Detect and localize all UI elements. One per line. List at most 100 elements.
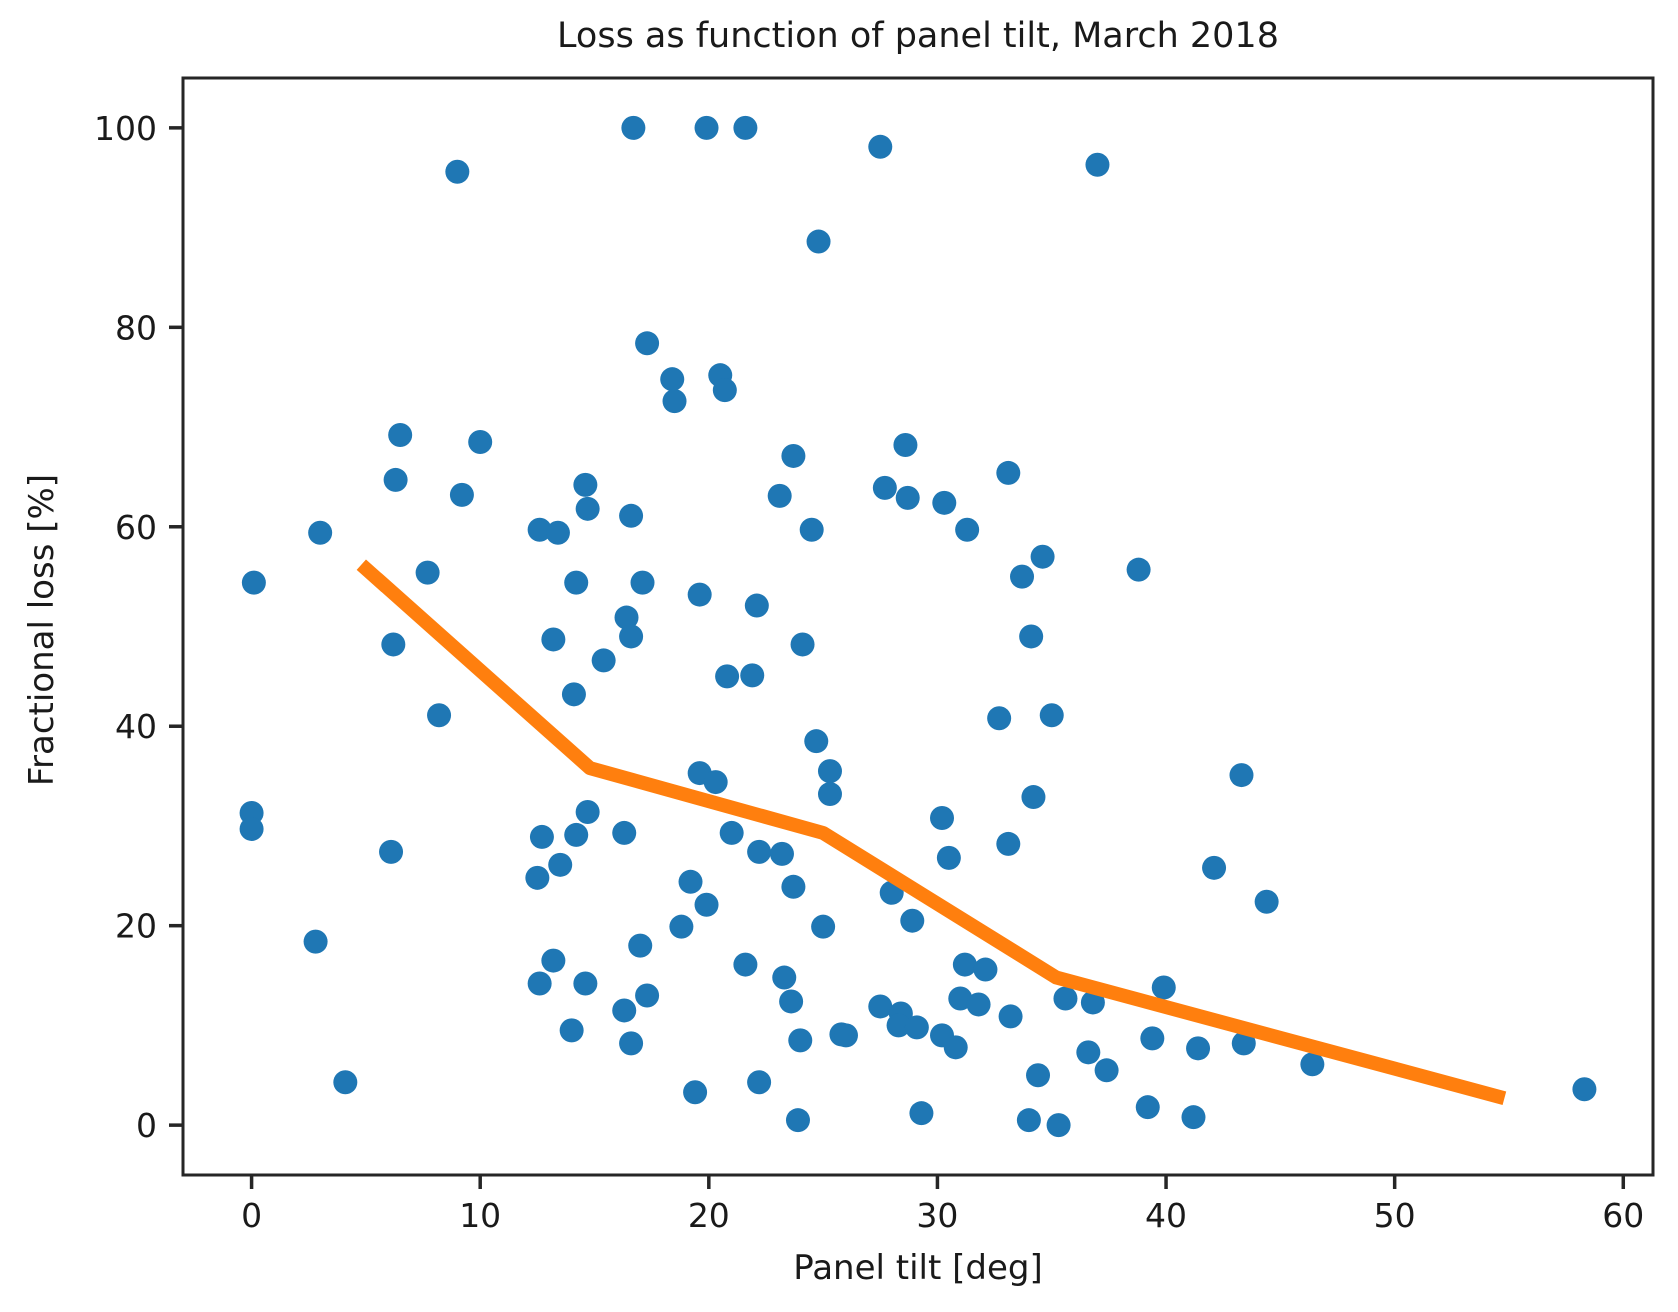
data-point <box>1046 1113 1071 1138</box>
data-point <box>811 914 836 939</box>
data-point <box>630 570 655 595</box>
x-tick-label: 60 <box>1602 1196 1644 1235</box>
y-tick-label: 0 <box>136 1106 157 1145</box>
data-point <box>1016 1108 1041 1133</box>
data-point <box>1181 1105 1206 1130</box>
data-point <box>449 482 474 507</box>
data-point <box>769 841 794 866</box>
data-point <box>1126 557 1151 582</box>
data-point <box>790 632 815 657</box>
data-point <box>948 986 973 1011</box>
y-tick-label: 20 <box>115 907 157 946</box>
data-point <box>241 570 266 595</box>
data-point <box>239 816 264 841</box>
data-point <box>575 496 600 521</box>
data-point <box>703 770 728 795</box>
data-point <box>694 892 719 917</box>
data-point <box>1080 990 1105 1015</box>
data-point <box>733 952 758 977</box>
data-point <box>996 460 1021 485</box>
data-point <box>747 839 772 864</box>
data-point <box>987 706 1012 731</box>
data-point <box>1039 703 1064 728</box>
data-point <box>833 1023 858 1048</box>
data-point <box>952 952 977 977</box>
data-point <box>733 115 758 140</box>
data-point <box>635 983 660 1008</box>
data-point <box>973 957 998 982</box>
data-point <box>548 852 573 877</box>
data-point <box>930 805 955 830</box>
data-point <box>895 485 920 510</box>
data-point <box>678 869 703 894</box>
data-point <box>1229 763 1254 788</box>
data-point <box>872 475 897 500</box>
data-point <box>561 682 586 707</box>
data-point <box>687 582 712 607</box>
data-point <box>683 1080 708 1105</box>
data-point <box>772 965 797 990</box>
data-point <box>1202 855 1227 880</box>
data-point <box>628 933 653 958</box>
data-point <box>1094 1058 1119 1083</box>
data-point <box>936 845 961 870</box>
data-point <box>996 831 1021 856</box>
data-point <box>900 908 925 933</box>
data-point <box>541 627 566 652</box>
data-point <box>1053 986 1078 1011</box>
data-point <box>388 423 413 448</box>
data-point <box>591 648 616 673</box>
data-point <box>893 432 918 457</box>
data-point <box>669 914 694 939</box>
data-point <box>943 1035 968 1060</box>
data-point <box>799 517 824 542</box>
scatter-points <box>239 115 1597 1138</box>
trend-line <box>356 559 1507 1105</box>
data-point <box>1151 975 1176 1000</box>
data-point <box>660 367 685 392</box>
x-tick-label: 30 <box>916 1196 958 1235</box>
data-point <box>694 115 719 140</box>
data-point <box>621 115 646 140</box>
data-point <box>1010 564 1035 589</box>
data-point <box>527 971 552 996</box>
y-tick-label: 80 <box>115 308 157 347</box>
data-point <box>744 593 769 618</box>
data-point <box>781 874 806 899</box>
data-point <box>381 632 406 657</box>
data-point <box>619 503 644 528</box>
data-point <box>1076 1040 1101 1065</box>
data-point <box>788 1028 813 1053</box>
data-point <box>427 703 452 728</box>
data-point <box>1572 1077 1597 1102</box>
data-point <box>1021 785 1046 810</box>
data-point <box>781 443 806 468</box>
data-point <box>383 467 408 492</box>
data-point <box>529 824 554 849</box>
x-tick-label: 10 <box>459 1196 501 1235</box>
data-point <box>932 490 957 515</box>
data-point <box>779 989 804 1014</box>
data-point <box>806 229 831 254</box>
data-point <box>712 378 737 403</box>
data-point <box>559 1018 584 1043</box>
data-point <box>719 820 744 845</box>
data-point <box>333 1070 358 1095</box>
data-point <box>445 159 470 184</box>
data-point <box>715 664 740 689</box>
y-tick-label: 60 <box>115 508 157 547</box>
data-point <box>767 483 792 508</box>
data-point <box>541 948 566 973</box>
data-point <box>662 389 687 414</box>
y-tick-label: 40 <box>115 707 157 746</box>
x-tick-label: 40 <box>1145 1196 1187 1235</box>
data-point <box>619 1031 644 1056</box>
data-point <box>998 1004 1023 1029</box>
data-point <box>804 729 829 754</box>
data-point <box>1030 544 1055 569</box>
x-tick-label: 20 <box>688 1196 730 1235</box>
data-point <box>966 992 991 1017</box>
y-tick-label: 100 <box>94 109 157 148</box>
